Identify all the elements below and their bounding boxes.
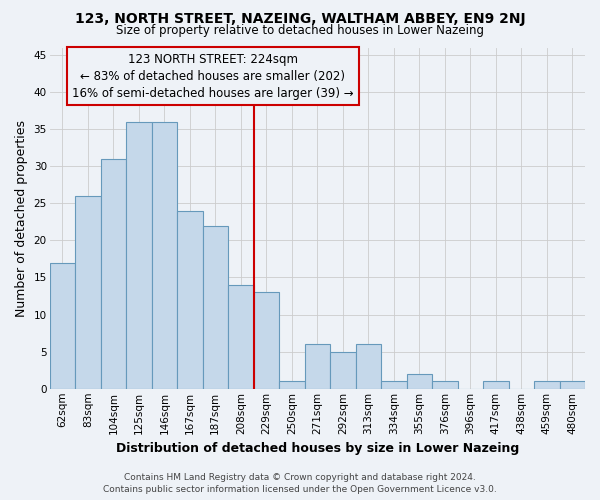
Text: Contains HM Land Registry data © Crown copyright and database right 2024.
Contai: Contains HM Land Registry data © Crown c… — [103, 472, 497, 494]
Bar — [50, 262, 75, 389]
Bar — [126, 122, 152, 389]
Bar — [560, 382, 585, 389]
Text: 123, NORTH STREET, NAZEING, WALTHAM ABBEY, EN9 2NJ: 123, NORTH STREET, NAZEING, WALTHAM ABBE… — [74, 12, 526, 26]
Bar — [177, 210, 203, 389]
Bar — [407, 374, 432, 389]
Bar — [152, 122, 177, 389]
X-axis label: Distribution of detached houses by size in Lower Nazeing: Distribution of detached houses by size … — [116, 442, 519, 455]
Bar — [101, 159, 126, 389]
Bar — [75, 196, 101, 389]
Bar — [330, 352, 356, 389]
Bar — [228, 285, 254, 389]
Text: Size of property relative to detached houses in Lower Nazeing: Size of property relative to detached ho… — [116, 24, 484, 37]
Y-axis label: Number of detached properties: Number of detached properties — [15, 120, 28, 316]
Bar — [203, 226, 228, 389]
Bar — [305, 344, 330, 389]
Bar — [381, 382, 407, 389]
Bar — [279, 382, 305, 389]
Text: 123 NORTH STREET: 224sqm
← 83% of detached houses are smaller (202)
16% of semi-: 123 NORTH STREET: 224sqm ← 83% of detach… — [72, 52, 353, 100]
Bar — [254, 292, 279, 389]
Bar — [483, 382, 509, 389]
Bar — [534, 382, 560, 389]
Bar — [356, 344, 381, 389]
Bar — [432, 382, 458, 389]
